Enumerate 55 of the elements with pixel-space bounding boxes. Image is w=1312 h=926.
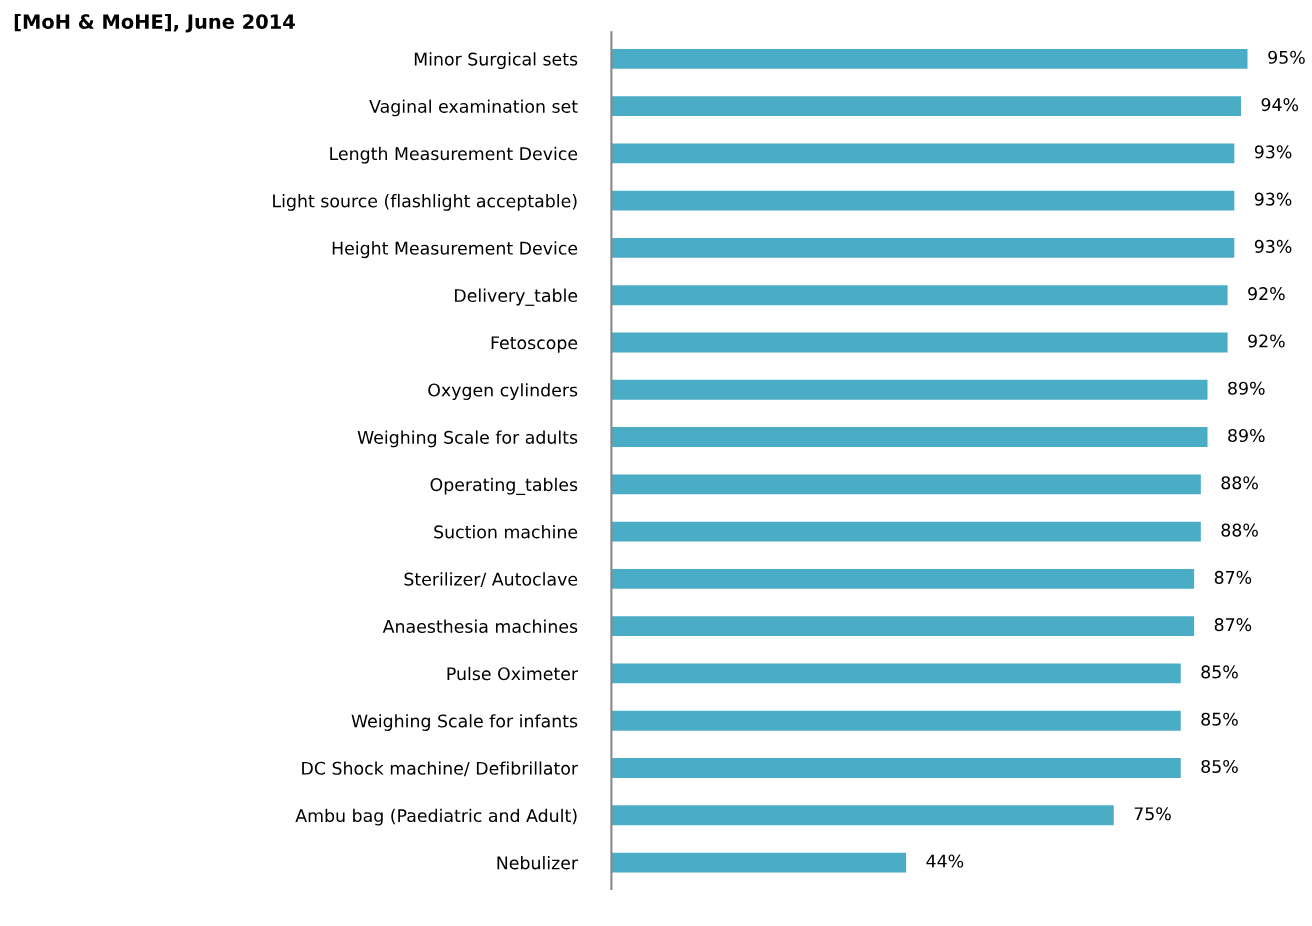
data-label: 95%: [1268, 50, 1305, 64]
bar: [611, 663, 1181, 684]
data-label: 89%: [1228, 428, 1265, 443]
data-label: 75%: [1134, 807, 1171, 821]
data-label: 94%: [1261, 98, 1299, 112]
y-tick-label: Pulse Oximeter: [447, 666, 579, 681]
y-tick-label: Delivery_table: [455, 288, 578, 306]
bar: [611, 190, 1235, 211]
data-label: 85%: [1201, 759, 1238, 774]
y-tick-label: Height Measurement Device: [332, 241, 578, 259]
data-label: 85%: [1201, 712, 1238, 726]
bar: [611, 852, 907, 873]
y-tick-label: Vaginal examination set: [369, 99, 578, 117]
y-tick-label: Nebulizer: [497, 855, 579, 870]
bar: [611, 758, 1181, 778]
data-label: 88%: [1221, 523, 1258, 537]
bar: [611, 568, 1195, 589]
bar: [611, 710, 1181, 731]
y-tick-label: Ambu bag (Paediatric and Adult): [295, 808, 577, 826]
bar: [611, 521, 1201, 542]
y-tick-label: Minor Surgical sets: [414, 52, 578, 70]
data-label: 93%: [1254, 192, 1292, 206]
bar: [611, 143, 1235, 164]
y-tick-label: Weighing Scale for infants: [351, 714, 578, 731]
y-tick-label: Length Measurement Device: [330, 146, 578, 164]
data-label: 92%: [1248, 334, 1285, 348]
y-tick-label: Operating_tables: [430, 477, 578, 496]
data-label: 88%: [1221, 476, 1258, 490]
bar: [611, 285, 1228, 306]
data-label: 87%: [1214, 570, 1252, 584]
data-label: 93%: [1254, 239, 1292, 253]
y-tick-label: Suction machine: [434, 525, 578, 539]
bar: [611, 427, 1208, 447]
y-tick-label: DC Shock machine/ Defibrillator: [302, 761, 579, 777]
y-tick-label: Light source (flashlight acceptable): [273, 194, 577, 211]
y-tick-label: Fetoscope: [491, 336, 578, 353]
y-tick-label: Oxygen cylinders: [428, 383, 578, 400]
data-label: 89%: [1228, 381, 1265, 395]
bar: [611, 616, 1195, 637]
bar: [611, 474, 1201, 495]
bar: [611, 805, 1114, 826]
bar: [611, 332, 1228, 353]
bar: [611, 96, 1242, 117]
bar: [611, 238, 1235, 258]
y-tick-label: Weighing Scale for adults: [357, 430, 578, 448]
data-label: 44%: [926, 854, 964, 868]
y-tick-label: Sterilizer/ Autoclave: [404, 572, 578, 588]
data-label: 93%: [1254, 145, 1292, 159]
text: [MoH & MoHE], June 2014: [14, 13, 295, 33]
data-label: 87%: [1214, 618, 1252, 632]
bar: [611, 48, 1248, 69]
bar: [611, 379, 1208, 400]
y-tick-label: Anaesthesia machines: [382, 619, 578, 634]
data-label: 92%: [1248, 287, 1285, 301]
data-label: 85%: [1201, 665, 1238, 679]
